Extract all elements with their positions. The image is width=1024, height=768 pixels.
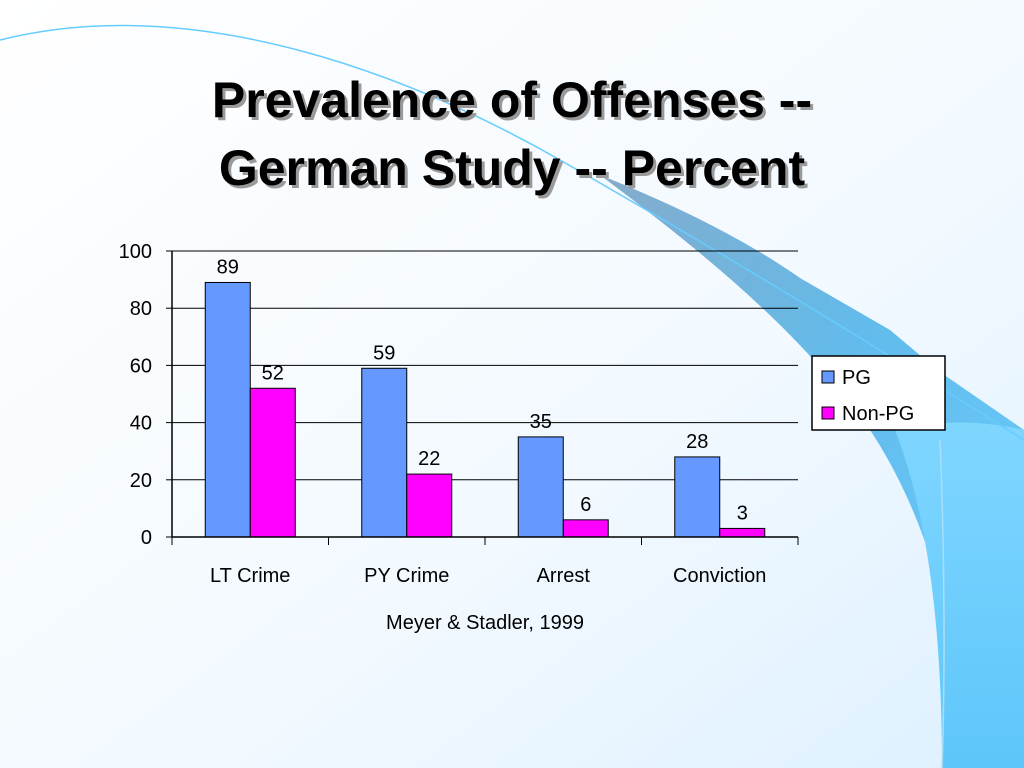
bar-non-pg-lt-crime xyxy=(249,387,296,538)
data-label: 22 xyxy=(418,448,440,470)
slide-title-line-2: German Study -- Percent xyxy=(218,140,806,196)
legend-label-non-pg: Non-PG xyxy=(842,403,914,425)
y-tick-label: 100 xyxy=(119,241,152,263)
bar-chart: 0 20 40 60 80 100 89 52 59 22 35 6 28 3 LT Crime PY C… xyxy=(119,241,799,634)
data-label: 59 xyxy=(373,342,395,364)
data-label: 35 xyxy=(530,411,552,433)
x-tick-label: Conviction xyxy=(673,565,766,587)
background-arc-line-2 xyxy=(939,439,945,768)
y-tick-label: 40 xyxy=(130,413,152,435)
legend-swatch-pg xyxy=(821,370,835,384)
x-tick-label: Arrest xyxy=(537,565,591,587)
slide-title: Prevalence of Offenses -- German Study -… xyxy=(0,66,1024,202)
legend-swatch-non-pg xyxy=(821,406,835,420)
background-arc-line xyxy=(0,24,1024,441)
data-label: 6 xyxy=(580,494,591,516)
x-tick-label: PY Crime xyxy=(364,565,449,587)
bar-pg-py-crime xyxy=(361,367,408,538)
bar-non-pg-py-crime xyxy=(406,473,453,538)
data-label: 89 xyxy=(217,256,239,278)
legend: PG Non-PG xyxy=(811,355,946,431)
x-tick-label: LT Crime xyxy=(210,565,290,587)
y-axis-ticks: 0 20 40 60 80 100 xyxy=(119,241,172,549)
bar-non-pg-arrest xyxy=(562,519,609,538)
bar-pg-conviction xyxy=(674,456,721,538)
bar-non-pg-conviction xyxy=(719,527,766,538)
data-label: 52 xyxy=(262,362,284,384)
y-tick-label: 80 xyxy=(130,298,152,320)
y-tick-label: 20 xyxy=(130,470,152,492)
data-label: 28 xyxy=(686,431,708,453)
slide-title-line-1: Prevalence of Offenses -- xyxy=(211,72,813,128)
x-axis: LT Crime PY Crime Arrest Conviction xyxy=(171,251,799,587)
bar-pg-arrest xyxy=(517,436,564,538)
legend-label-pg: PG xyxy=(842,367,871,389)
bars xyxy=(204,281,766,538)
y-tick-label: 60 xyxy=(130,355,152,377)
bar-pg-lt-crime xyxy=(204,281,251,538)
x-axis-label: Meyer & Stadler, 1999 xyxy=(386,612,584,634)
background-swoosh-light xyxy=(895,422,1024,768)
data-labels: 89 52 59 22 35 6 28 3 xyxy=(217,256,748,524)
data-label: 3 xyxy=(737,502,748,524)
y-tick-label: 0 xyxy=(141,527,152,549)
